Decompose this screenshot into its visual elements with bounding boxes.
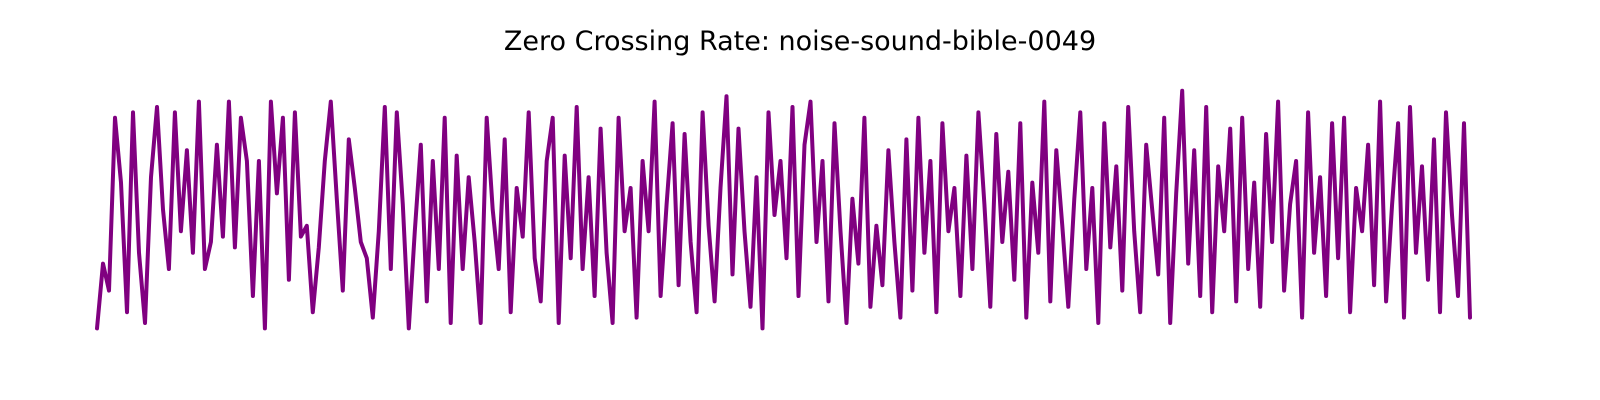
- chart-title: Zero Crossing Rate: noise-sound-bible-00…: [503, 26, 1097, 57]
- zcr-series-line: [95, 88, 1472, 331]
